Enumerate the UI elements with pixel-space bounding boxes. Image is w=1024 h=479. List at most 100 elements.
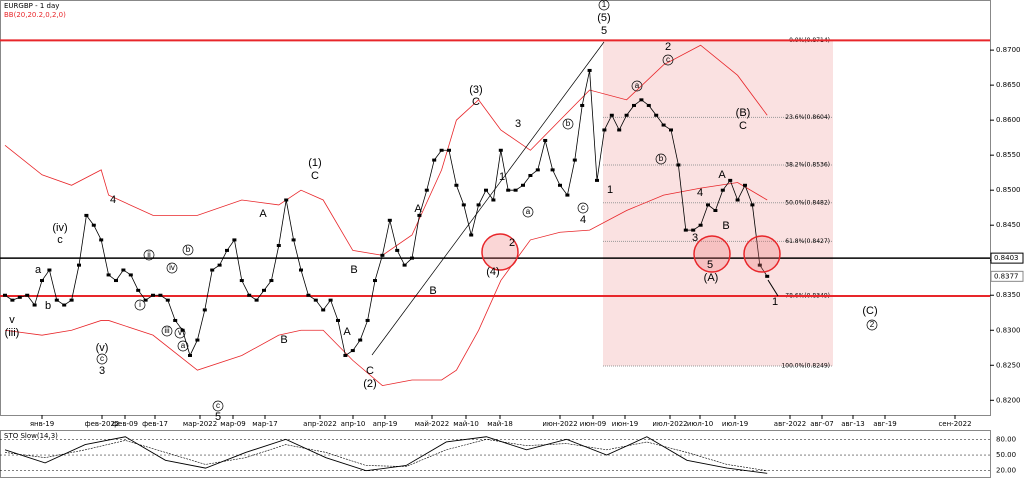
annotation-circle bbox=[182, 244, 194, 256]
fib-label: 100.0%(0.8249) bbox=[781, 362, 830, 369]
x-tick-label: май-2022 bbox=[415, 420, 449, 428]
x-tick-label: июл-19 bbox=[722, 420, 748, 428]
wave-label: (B) bbox=[736, 107, 751, 119]
wave-label: b bbox=[659, 154, 664, 163]
osc-tick-label: 20.00 bbox=[996, 467, 1016, 475]
wave-label: 5 bbox=[601, 25, 607, 37]
wave-label: i bbox=[139, 300, 141, 309]
wave-label: 4 bbox=[580, 214, 586, 226]
annotation-circle bbox=[174, 327, 186, 339]
x-tick-label: июл-10 bbox=[687, 420, 713, 428]
fib-label: 38.2%(0.8536) bbox=[785, 161, 830, 168]
y-tick-label: 0.8200 bbox=[996, 396, 1021, 404]
wave-label: c bbox=[216, 401, 220, 410]
wave-label: b bbox=[566, 119, 571, 128]
osc-line bbox=[4, 436, 768, 474]
x-tick-label: авг-19 bbox=[873, 420, 897, 428]
annotation-circle bbox=[655, 153, 667, 165]
y-tick-label: 0.8550 bbox=[996, 151, 1021, 159]
wave-label: (5) bbox=[597, 12, 610, 24]
wave-label: A bbox=[343, 326, 351, 338]
annotation-circle bbox=[166, 262, 178, 274]
wave-label: (C) bbox=[862, 305, 877, 317]
x-tick-label: июл-2022 bbox=[652, 420, 687, 428]
wave-label: B bbox=[429, 285, 436, 297]
x-tick-label: апр-10 bbox=[341, 420, 366, 428]
wave-label: 3 bbox=[515, 118, 521, 130]
y-tick-label: 0.8600 bbox=[996, 116, 1021, 124]
wave-label: c bbox=[666, 55, 670, 64]
wave-label: v bbox=[178, 328, 182, 337]
annotation-circle bbox=[96, 353, 108, 365]
wave-label: 2 bbox=[509, 237, 515, 249]
wave-label: 1 bbox=[499, 171, 505, 183]
annotation-circle bbox=[631, 80, 643, 92]
fib-label: 50.0%(0.8482) bbox=[785, 199, 830, 206]
fib-label: 61.8%(0.8427) bbox=[785, 238, 830, 245]
x-tick-label: июн-09 bbox=[580, 420, 606, 428]
wave-label: (iv) bbox=[52, 222, 67, 234]
indicator-label: BB(20,20.2,0,2,0) bbox=[4, 11, 66, 19]
x-tick-label: авг-07 bbox=[810, 420, 834, 428]
wave-label: A bbox=[718, 169, 726, 181]
y-tick-label: 0.8250 bbox=[996, 361, 1021, 369]
wave-label: (v) bbox=[96, 342, 109, 354]
x-tick-label: авг-2022 bbox=[774, 420, 806, 428]
y-tick-label: 0.8650 bbox=[996, 81, 1021, 89]
main-frame bbox=[0, 0, 991, 416]
wave-label: B bbox=[722, 220, 729, 232]
y-tick-label: 0.8450 bbox=[996, 221, 1021, 229]
wave-label: 4 bbox=[697, 187, 703, 199]
wave-label: iii bbox=[164, 326, 170, 335]
osc-title: STO Slow(14,3) bbox=[4, 432, 58, 440]
x-tick-label: фев-17 bbox=[142, 420, 168, 428]
annotation-circle bbox=[143, 249, 155, 261]
wave-label: 3 bbox=[692, 232, 698, 244]
annotation-circle bbox=[212, 400, 224, 412]
wave-label: C bbox=[311, 170, 319, 182]
x-tick-label: мар-09 bbox=[220, 420, 245, 428]
osc-tick-label: 80.00 bbox=[996, 435, 1016, 443]
wave-label: 2 bbox=[870, 320, 875, 329]
x-tick-label: сен-2022 bbox=[938, 420, 971, 428]
y-tick-label: 0.8500 bbox=[996, 186, 1021, 194]
wave-label: b bbox=[186, 245, 191, 254]
x-tick-label: янв-19 bbox=[30, 420, 54, 428]
osc-frame bbox=[0, 430, 991, 478]
highlight-circle bbox=[743, 235, 781, 273]
highlight-circle bbox=[693, 235, 731, 273]
wave-label: a bbox=[35, 264, 42, 276]
wave-label: ii bbox=[147, 250, 151, 259]
annotation-circle bbox=[562, 118, 574, 130]
wave-label: (iii) bbox=[5, 327, 20, 339]
wave-label: c bbox=[581, 203, 585, 212]
price-label: 0.8403 bbox=[994, 254, 1019, 262]
wave-label: B bbox=[350, 264, 357, 276]
wave-label: C bbox=[472, 96, 480, 108]
fib-label: 23.6%(0.8604) bbox=[785, 114, 830, 121]
annotation-circle bbox=[522, 206, 534, 218]
annotation-circle bbox=[598, 0, 610, 11]
wave-label: (1) bbox=[308, 157, 321, 169]
wave-label: b bbox=[45, 300, 51, 312]
x-tick-label: июн-2022 bbox=[542, 420, 577, 428]
price-box bbox=[990, 252, 1024, 264]
last-price-box bbox=[990, 270, 1024, 282]
x-tick-label: апр-19 bbox=[373, 420, 398, 428]
wave-label: iv bbox=[169, 263, 175, 272]
x-tick-label: мар-17 bbox=[252, 420, 277, 428]
x-tick-label: фев-2022 bbox=[85, 420, 120, 428]
wave-label: a bbox=[526, 207, 531, 216]
wave-label: 4 bbox=[110, 194, 116, 206]
price-line-path bbox=[4, 70, 768, 357]
osc-tick-label: 50.00 bbox=[996, 451, 1016, 459]
x-tick-label: фев-09 bbox=[112, 420, 138, 428]
trend-line bbox=[371, 41, 605, 356]
x-tick-label: авг-13 bbox=[841, 420, 865, 428]
x-tick-label: апр-2022 bbox=[303, 420, 337, 428]
highlight-circle bbox=[481, 233, 519, 271]
annotation-circle bbox=[577, 202, 589, 214]
wave-label: (3) bbox=[469, 84, 482, 96]
wave-label: 1 bbox=[602, 0, 607, 9]
